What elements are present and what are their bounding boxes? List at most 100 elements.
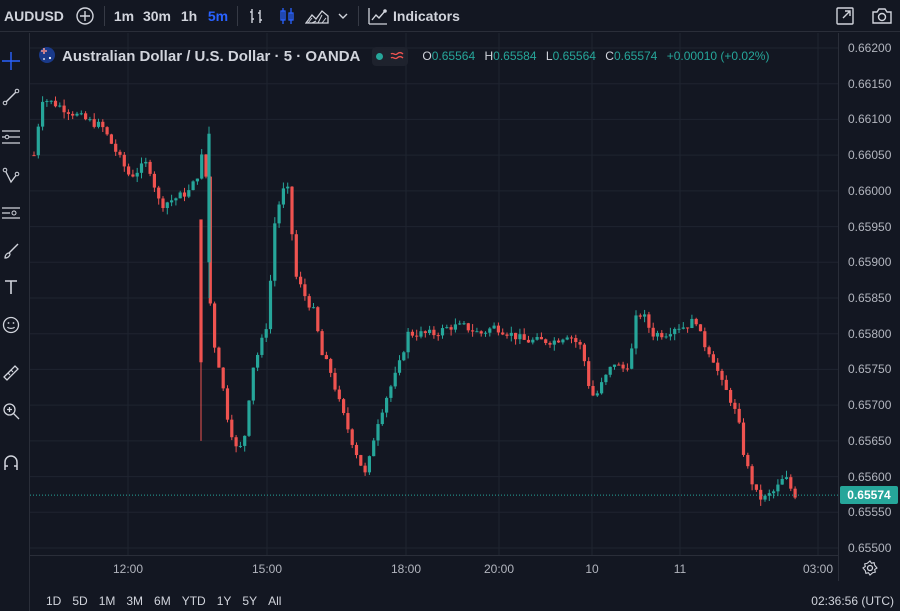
settings-gear-icon[interactable] bbox=[862, 560, 878, 581]
utc-clock[interactable]: 02:36:56 (UTC) bbox=[811, 593, 894, 608]
candle-up bbox=[397, 360, 402, 373]
price-tick-label: 0.66200 bbox=[848, 41, 892, 55]
interval-5m[interactable]: 5m bbox=[207, 7, 229, 24]
symbol-title[interactable]: Australian Dollar / U.S. Dollar · 5 · OA… bbox=[62, 47, 361, 65]
magnet-icon[interactable] bbox=[0, 451, 22, 475]
emoji-icon[interactable] bbox=[0, 313, 22, 337]
candle-down bbox=[686, 327, 690, 329]
range-1y[interactable]: 1Y bbox=[216, 593, 232, 608]
toolbar-divider bbox=[104, 5, 105, 26]
indicators-icon[interactable] bbox=[363, 0, 393, 32]
trend-line-icon[interactable] bbox=[0, 85, 22, 109]
time-tick-label: 12:00 bbox=[112, 562, 144, 576]
candle-up bbox=[191, 181, 195, 191]
zoom-in-icon[interactable] bbox=[0, 399, 22, 423]
fullscreen-icon[interactable] bbox=[826, 0, 864, 32]
price-tick-label: 0.65700 bbox=[848, 398, 892, 413]
chevron-down-icon[interactable] bbox=[332, 0, 354, 32]
candle-up bbox=[561, 339, 565, 343]
indicators-button[interactable]: Indicators bbox=[393, 7, 460, 24]
candle-down bbox=[466, 323, 470, 331]
ruler-icon[interactable] bbox=[0, 361, 22, 385]
interval-1m[interactable]: 1m bbox=[113, 7, 135, 24]
candle-up bbox=[535, 337, 539, 340]
snapshot-icon[interactable] bbox=[864, 0, 900, 32]
high-value: 0.65584 bbox=[493, 49, 537, 63]
time-tick-label: 15:00 bbox=[251, 562, 283, 576]
range-ytd[interactable]: YTD bbox=[181, 593, 206, 608]
open-value: 0.65564 bbox=[431, 49, 476, 63]
price-tick-label: 0.65850 bbox=[848, 291, 892, 305]
candle-down bbox=[148, 161, 152, 174]
candle-up bbox=[247, 400, 251, 436]
candle-up bbox=[475, 331, 479, 333]
candle-up bbox=[488, 328, 492, 333]
candle-down bbox=[307, 296, 311, 308]
candle-down bbox=[359, 455, 363, 466]
candle-down bbox=[354, 444, 359, 456]
range-5y[interactable]: 5Y bbox=[242, 593, 258, 608]
bar-style-icon[interactable] bbox=[242, 0, 272, 32]
candle-down bbox=[754, 484, 758, 490]
candle-up bbox=[483, 332, 488, 334]
candle-down bbox=[720, 370, 724, 380]
candle-down bbox=[199, 219, 203, 363]
time-axis[interactable]: 12:00 15:00 18:00 20:00 10 11 03:00 bbox=[30, 555, 838, 583]
fib-retracement-icon[interactable] bbox=[0, 125, 22, 149]
text-icon[interactable] bbox=[0, 275, 22, 299]
candle-up bbox=[419, 331, 423, 337]
crosshair-icon[interactable] bbox=[0, 49, 22, 73]
candle-down bbox=[32, 155, 36, 157]
candle-up bbox=[608, 366, 612, 375]
candle-up bbox=[311, 307, 316, 309]
candle-up bbox=[612, 364, 617, 367]
candle-up bbox=[79, 113, 83, 115]
candle-down bbox=[350, 429, 354, 445]
compare-plus-icon[interactable] bbox=[70, 0, 100, 32]
range-1m[interactable]: 1M bbox=[98, 593, 116, 608]
candle-up bbox=[178, 192, 182, 199]
candle-up bbox=[264, 329, 268, 338]
range-all[interactable]: All bbox=[268, 593, 282, 608]
candle-down bbox=[342, 399, 346, 414]
candle-down bbox=[789, 477, 793, 489]
interval-1h[interactable]: 1h bbox=[180, 7, 198, 24]
candle-up bbox=[643, 314, 647, 317]
time-tick-label: 18:00 bbox=[390, 562, 422, 576]
candle-down bbox=[759, 489, 763, 500]
candle-up bbox=[256, 354, 260, 368]
price-tick-label: 0.66100 bbox=[848, 112, 892, 127]
candlestick-chart[interactable] bbox=[30, 33, 838, 555]
candle-up bbox=[88, 119, 92, 121]
candle-up bbox=[784, 477, 789, 479]
candle-down bbox=[217, 347, 221, 368]
candle-up bbox=[509, 332, 513, 336]
change-value: +0.00010 (+0.02%) bbox=[666, 49, 770, 63]
range-3m[interactable]: 3M bbox=[126, 593, 144, 608]
close-key: C bbox=[605, 49, 614, 63]
candle-down bbox=[733, 402, 737, 409]
area-style-icon[interactable] bbox=[302, 0, 332, 32]
forecast-icon[interactable] bbox=[0, 201, 22, 225]
brush-icon[interactable] bbox=[0, 239, 22, 263]
candle-down bbox=[793, 488, 797, 498]
candle-up bbox=[96, 121, 101, 127]
interval-30m[interactable]: 30m bbox=[142, 7, 172, 24]
range-5d[interactable]: 5D bbox=[72, 593, 88, 608]
candle-up bbox=[75, 113, 79, 116]
candle-style-icon[interactable] bbox=[272, 0, 302, 32]
symbol-search[interactable]: AUDUSD bbox=[4, 7, 64, 24]
range-6m[interactable]: 6M bbox=[154, 593, 171, 608]
candle-down bbox=[471, 330, 475, 332]
candle-down bbox=[320, 331, 324, 356]
price-tick-label: 0.66050 bbox=[848, 148, 892, 163]
market-status-badge[interactable] bbox=[372, 46, 409, 66]
candle-down bbox=[621, 364, 625, 369]
candle-up bbox=[664, 336, 668, 338]
candle-up bbox=[170, 200, 174, 203]
candle-down bbox=[479, 331, 483, 334]
candle-down bbox=[729, 389, 733, 403]
candle-up bbox=[763, 495, 767, 500]
range-1d[interactable]: 1D bbox=[46, 593, 62, 608]
pattern-icon[interactable] bbox=[0, 163, 22, 187]
